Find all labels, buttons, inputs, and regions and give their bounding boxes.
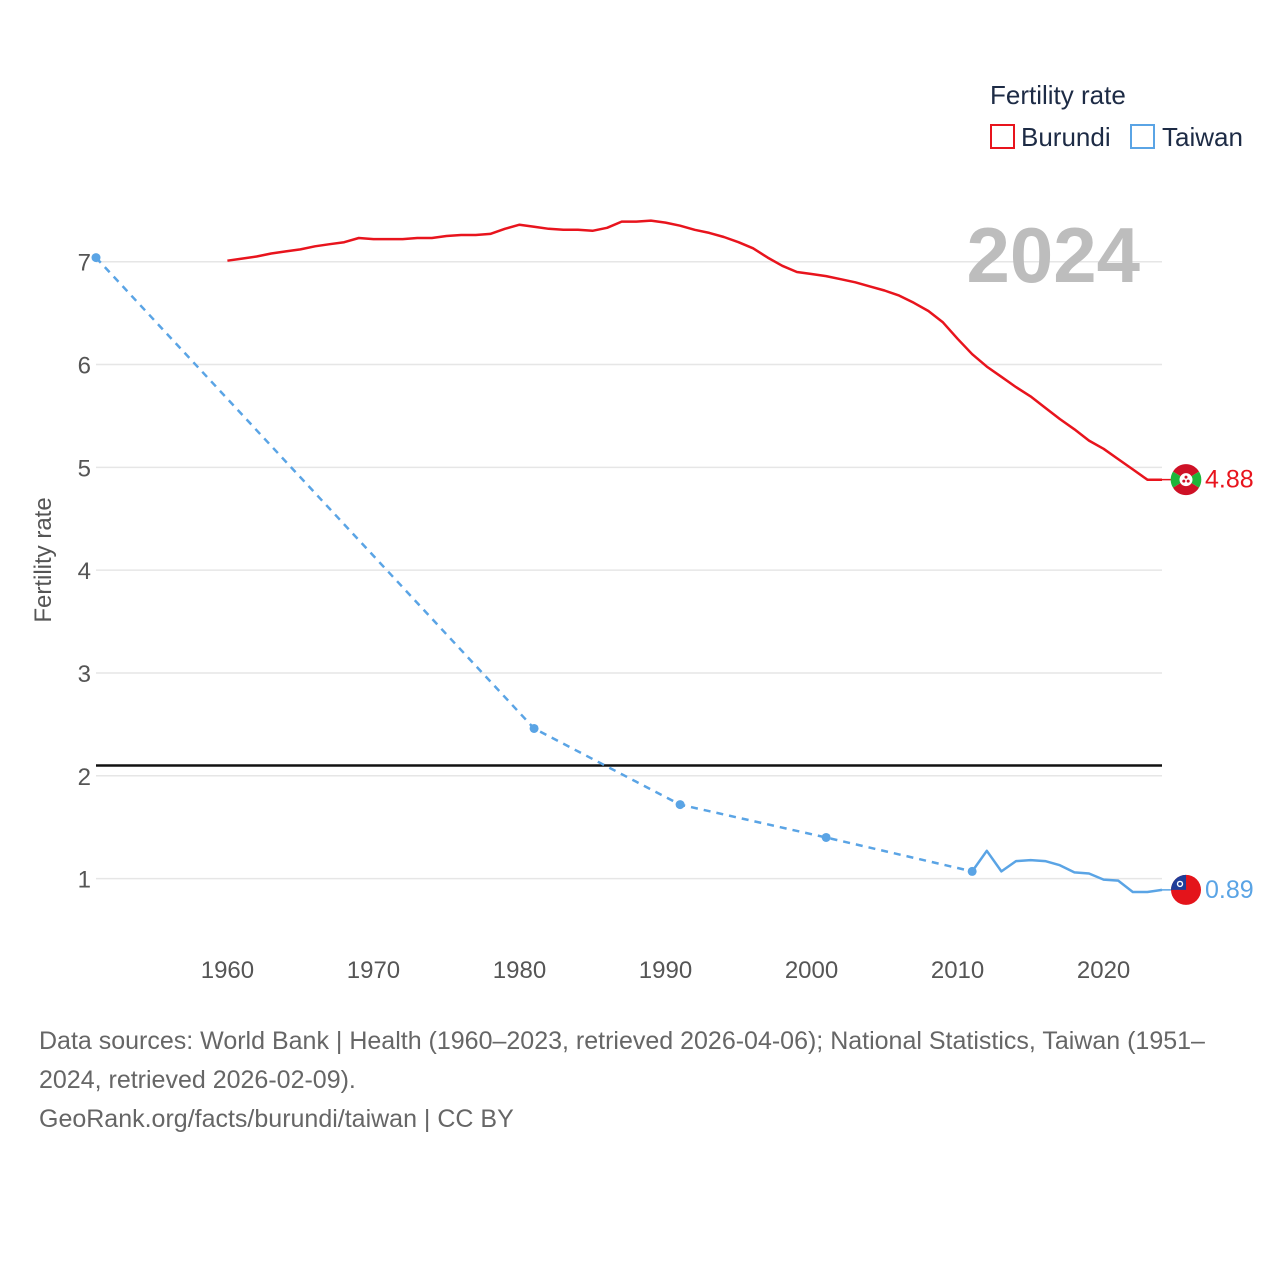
legend-label-burundi: Burundi xyxy=(1021,122,1111,152)
y-tick-label: 7 xyxy=(78,250,91,277)
year-label: 2024 xyxy=(966,211,1140,299)
legend-title: Fertility rate xyxy=(990,80,1126,110)
data-point-taiwan xyxy=(529,723,539,733)
burundi-flag-icon xyxy=(1170,464,1202,496)
data-point-taiwan xyxy=(821,832,831,842)
y-tick-label: 6 xyxy=(78,353,91,380)
x-tick-label: 2010 xyxy=(931,957,984,984)
fertility-chart: 1 2 3 4 5 6 7 1960 1970 1980 1990 2000 2010 2020 Fer… xyxy=(30,80,1254,984)
y-axis-title: Fertility rate xyxy=(30,497,57,622)
data-point-taiwan xyxy=(91,253,101,263)
y-tick-label: 3 xyxy=(78,661,91,688)
series-line-taiwan-dashed xyxy=(95,256,973,873)
x-tick-label: 1970 xyxy=(347,957,400,984)
legend: Fertility rate Burundi Taiwan xyxy=(990,80,1243,152)
y-tick-label: 5 xyxy=(78,455,91,482)
grid-lines xyxy=(96,260,1162,880)
x-tick-label: 1960 xyxy=(201,957,254,984)
legend-item-burundi[interactable]: Burundi xyxy=(990,122,1111,152)
y-tick-label: 1 xyxy=(78,867,91,894)
x-tick-label: 1990 xyxy=(639,957,692,984)
credit-link[interactable]: GeoRank.org/facts/burundi/taiwan | CC BY xyxy=(39,1105,514,1133)
y-axis: 1 2 3 4 5 6 7 xyxy=(78,250,91,894)
end-value-burundi: 4.88 xyxy=(1205,466,1254,494)
legend-label-taiwan: Taiwan xyxy=(1162,122,1243,152)
x-axis: 1960 1970 1980 1990 2000 2010 2020 xyxy=(201,957,1131,984)
end-value-taiwan: 0.89 xyxy=(1205,876,1254,904)
data-sources: Data sources: World Bank | Health (1960–… xyxy=(39,1027,1205,1094)
series-line-burundi xyxy=(227,219,1162,481)
legend-swatch-taiwan xyxy=(1130,124,1155,149)
series-lines xyxy=(91,219,1163,894)
x-tick-label: 2000 xyxy=(785,957,838,984)
x-tick-label: 2020 xyxy=(1077,957,1130,984)
y-tick-label: 4 xyxy=(78,558,91,585)
data-point-taiwan xyxy=(675,800,685,810)
series-line-taiwan xyxy=(971,849,1163,894)
legend-swatch-burundi xyxy=(990,124,1015,149)
taiwan-flag-icon xyxy=(1171,874,1201,905)
legend-item-taiwan[interactable]: Taiwan xyxy=(1130,122,1243,152)
end-markers: 4.88 0.89 xyxy=(1162,464,1254,905)
x-tick-label: 1980 xyxy=(493,957,546,984)
y-tick-label: 2 xyxy=(78,764,91,791)
footer: Data sources: World Bank | Health (1960–… xyxy=(39,1022,1254,1139)
